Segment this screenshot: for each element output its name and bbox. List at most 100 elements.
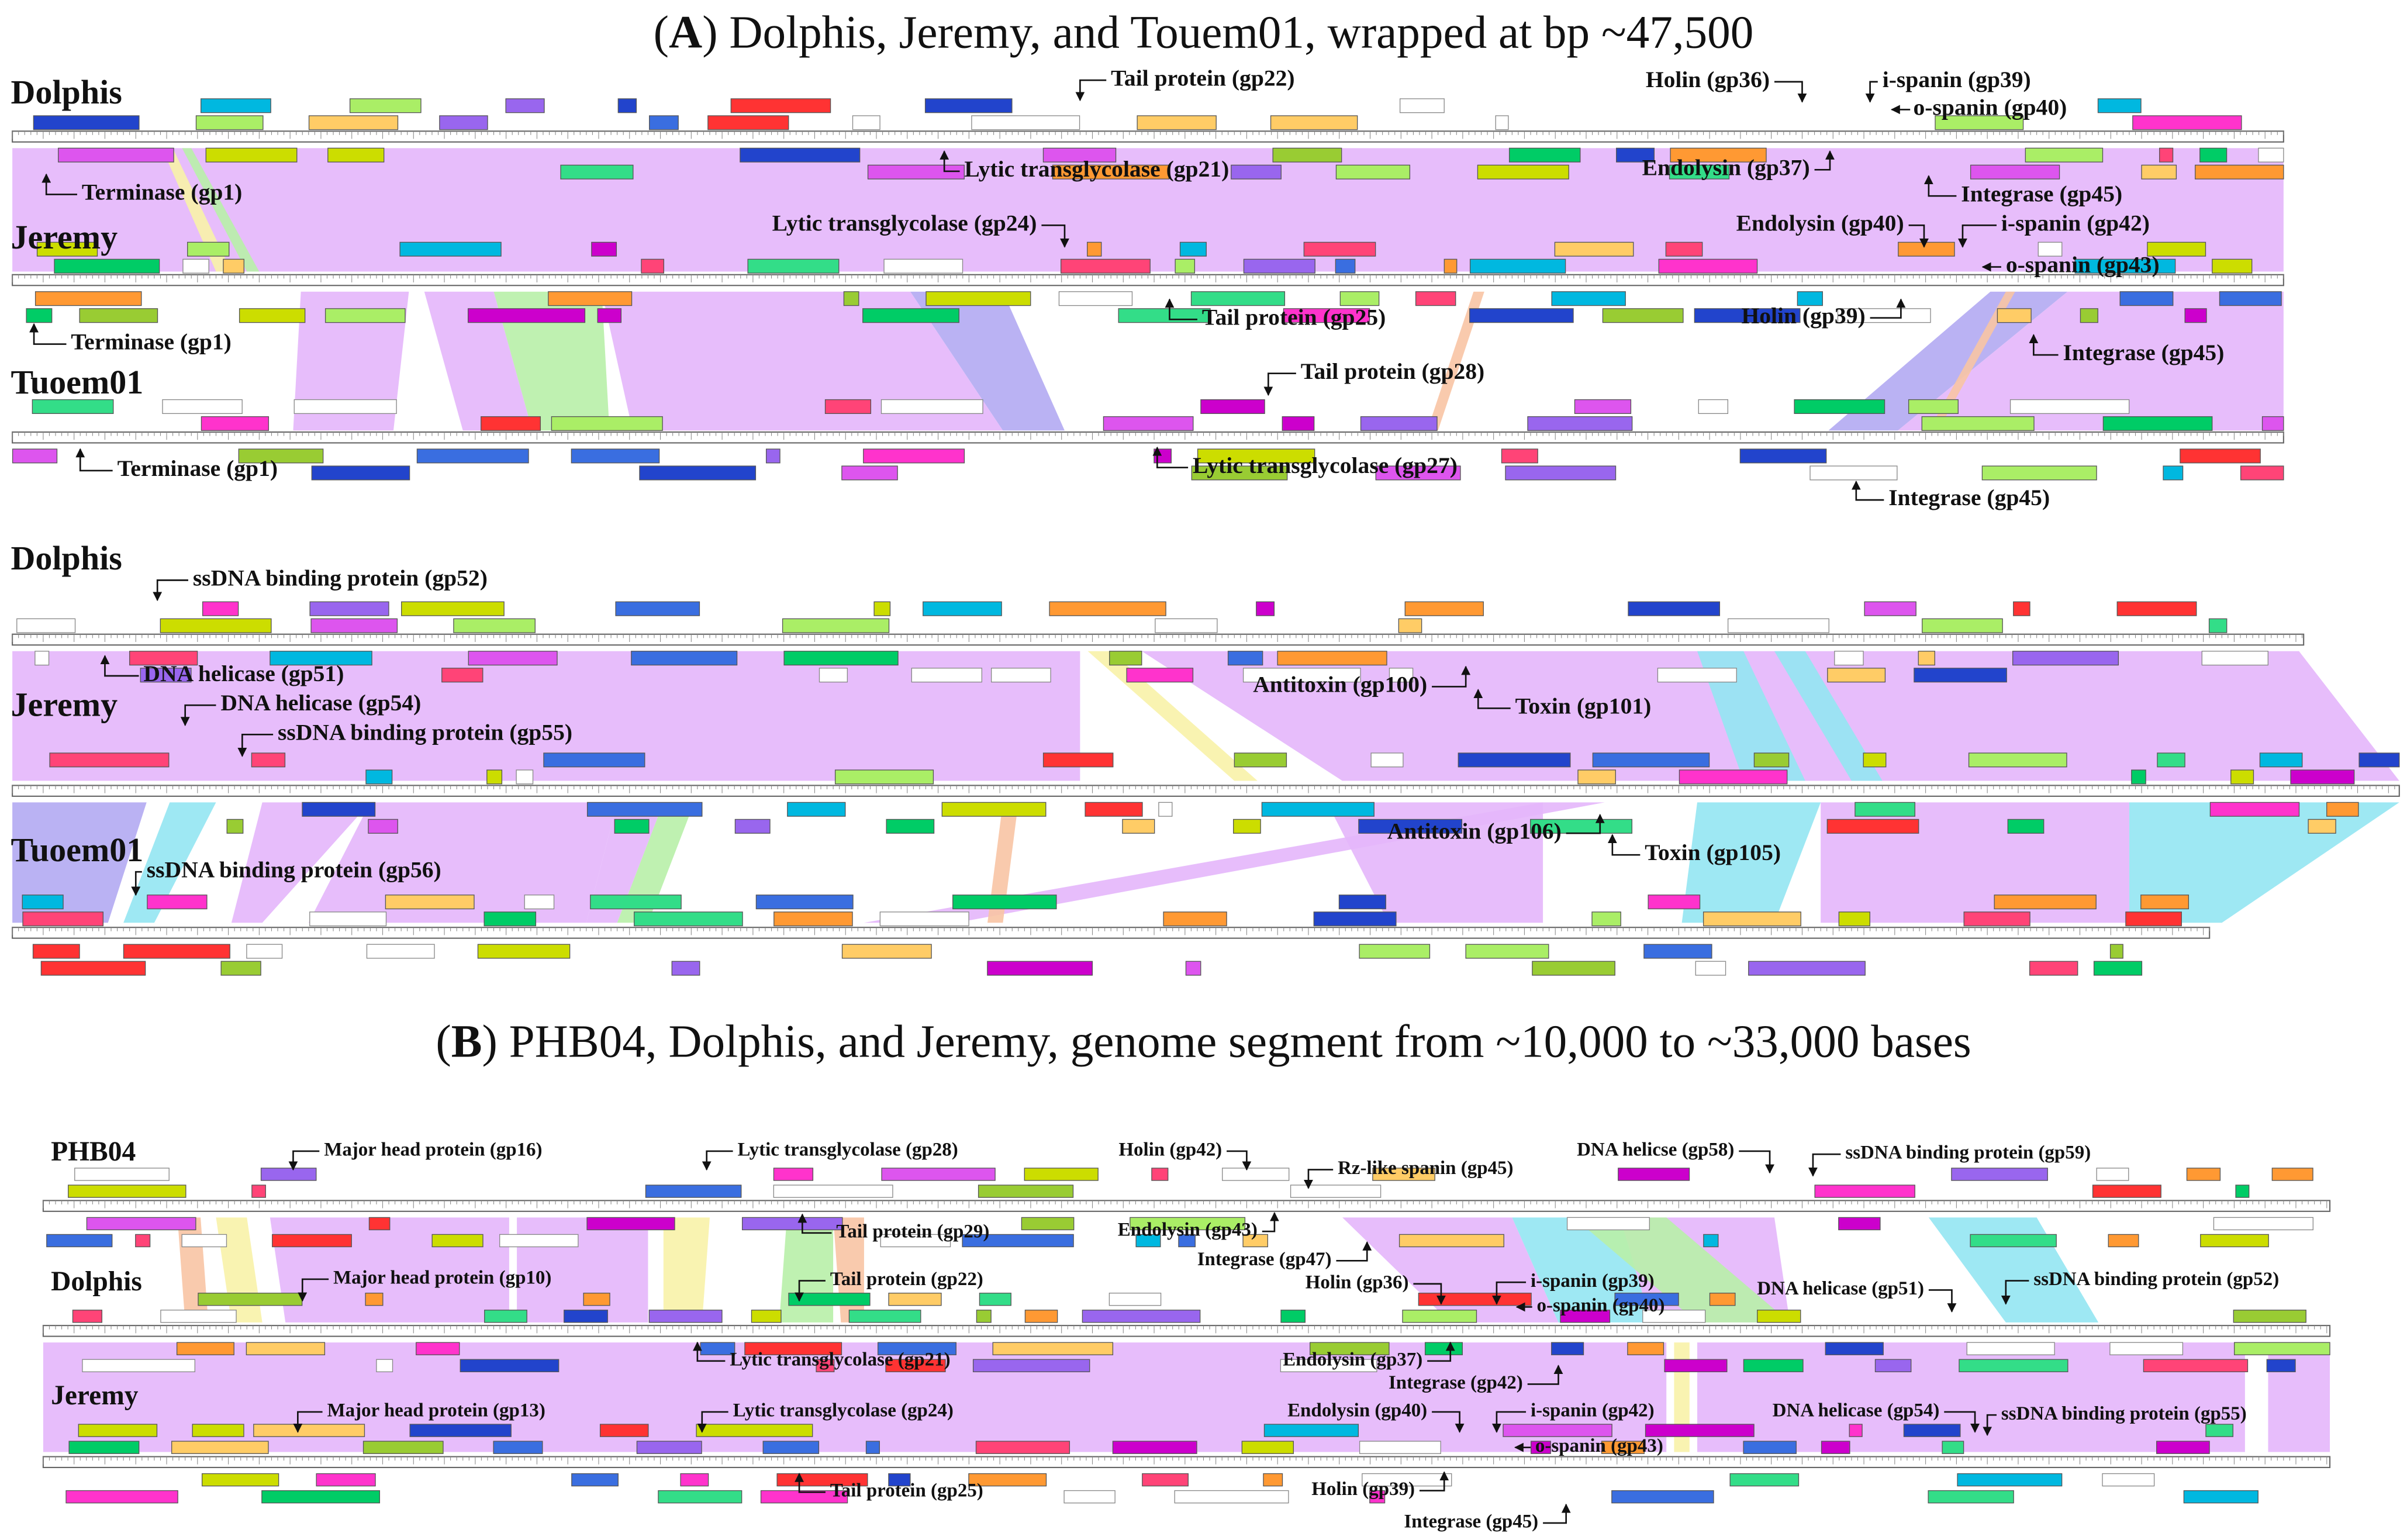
annotation-arrow — [298, 1278, 329, 1302]
gene — [181, 1234, 227, 1248]
gene — [409, 1424, 512, 1437]
gene — [2007, 819, 2045, 834]
annotation-arrow — [1041, 225, 1069, 248]
gene — [1966, 1342, 2055, 1355]
gene — [505, 98, 545, 113]
gene — [1126, 668, 1194, 683]
gene — [1628, 601, 1721, 616]
gene — [1135, 1234, 1161, 1248]
gene — [571, 1473, 619, 1487]
gene — [782, 618, 890, 633]
gene — [270, 651, 372, 666]
genome-label: Dolphis — [51, 1266, 142, 1297]
ruler — [12, 633, 2305, 646]
gene — [316, 1473, 376, 1487]
annotation: Integrase (gp42) — [1389, 1372, 1523, 1393]
synteny-band — [1427, 291, 1484, 431]
gene — [1112, 1441, 1197, 1454]
gene — [1527, 416, 1633, 431]
gene — [1122, 819, 1155, 834]
gene — [368, 1217, 391, 1231]
annotation: Lytic transglycolase (gp21) — [730, 1349, 950, 1370]
gene — [223, 258, 244, 274]
gene — [865, 1441, 880, 1454]
gene — [401, 601, 505, 616]
annotation: Endolysin (gp37) — [1642, 154, 1810, 180]
synteny-band — [424, 291, 533, 431]
gene — [201, 1473, 279, 1487]
gene — [1063, 1490, 1116, 1504]
gene — [12, 448, 58, 464]
gene — [671, 961, 700, 976]
gene — [1178, 1234, 1196, 1248]
gene — [740, 147, 861, 163]
annotation: Lytic transglycolase (gp24) — [733, 1400, 954, 1421]
gene — [631, 651, 738, 666]
gene — [162, 399, 243, 414]
gene — [885, 1359, 946, 1372]
gene — [1602, 308, 1684, 323]
annotation: Integrase (gp47) — [1197, 1249, 1332, 1270]
gene — [26, 308, 53, 323]
gene — [74, 1168, 170, 1181]
gene — [1261, 802, 1375, 817]
gene — [1085, 802, 1143, 817]
gene — [819, 668, 848, 683]
gene — [477, 944, 571, 959]
gene — [2141, 164, 2177, 179]
gene — [1372, 1168, 1435, 1181]
gene — [1560, 1310, 1611, 1323]
gene — [2009, 399, 2130, 414]
gene — [590, 895, 682, 910]
annotation-arrow — [1413, 1283, 1446, 1305]
annotation: ssDNA binding protein (gp55) — [2001, 1403, 2247, 1424]
annotation: Endolysin (gp37) — [1283, 1349, 1422, 1370]
gene — [1695, 961, 1726, 976]
gene — [636, 1441, 702, 1454]
gene — [1863, 752, 1887, 768]
gene — [1809, 465, 1898, 481]
gene — [1864, 601, 1916, 616]
gene — [886, 819, 935, 834]
gene — [365, 1293, 384, 1306]
annotation: Major head protein (gp16) — [324, 1139, 542, 1160]
gene — [486, 769, 503, 785]
synteny-band — [1573, 1217, 1790, 1323]
gene — [1531, 1441, 1551, 1454]
panel-letter: B — [451, 1016, 482, 1068]
annotation: Rz-like spanin (gp45) — [1338, 1158, 1513, 1179]
gene — [201, 416, 270, 431]
annotation: i-spanin (gp42) — [2001, 210, 2150, 236]
gene — [1359, 944, 1431, 959]
gene — [1280, 1310, 1306, 1323]
annotation-arrow — [1527, 1365, 1563, 1385]
gene — [1108, 1293, 1162, 1306]
gene — [1551, 1342, 1584, 1355]
annotation-arrow — [1427, 1341, 1455, 1362]
annotation-arrow — [2029, 334, 2059, 356]
gene — [2199, 147, 2228, 163]
gene — [888, 1473, 911, 1487]
gene — [2143, 1359, 2249, 1372]
gene — [453, 618, 536, 633]
genome-label: Dolphis — [11, 73, 122, 111]
gene — [1155, 618, 1218, 633]
gene — [1243, 258, 1315, 274]
gene — [246, 944, 283, 959]
gene — [2109, 1342, 2184, 1355]
ruler-ticks — [12, 634, 2303, 642]
annotation-arrow — [1851, 480, 1884, 501]
gene — [202, 601, 239, 616]
gene — [261, 1490, 381, 1504]
gene — [888, 1293, 942, 1306]
annotation: Lytic transglycolase (gp28) — [737, 1139, 958, 1160]
gene — [990, 668, 1051, 683]
gene — [239, 308, 306, 323]
annotation: Integrase (gp45) — [1404, 1511, 1538, 1532]
gene — [416, 1342, 460, 1355]
gene — [1577, 769, 1616, 785]
annotation: DNA helicase (gp51) — [1757, 1278, 1924, 1299]
gene — [841, 944, 932, 959]
gene — [952, 895, 1057, 910]
